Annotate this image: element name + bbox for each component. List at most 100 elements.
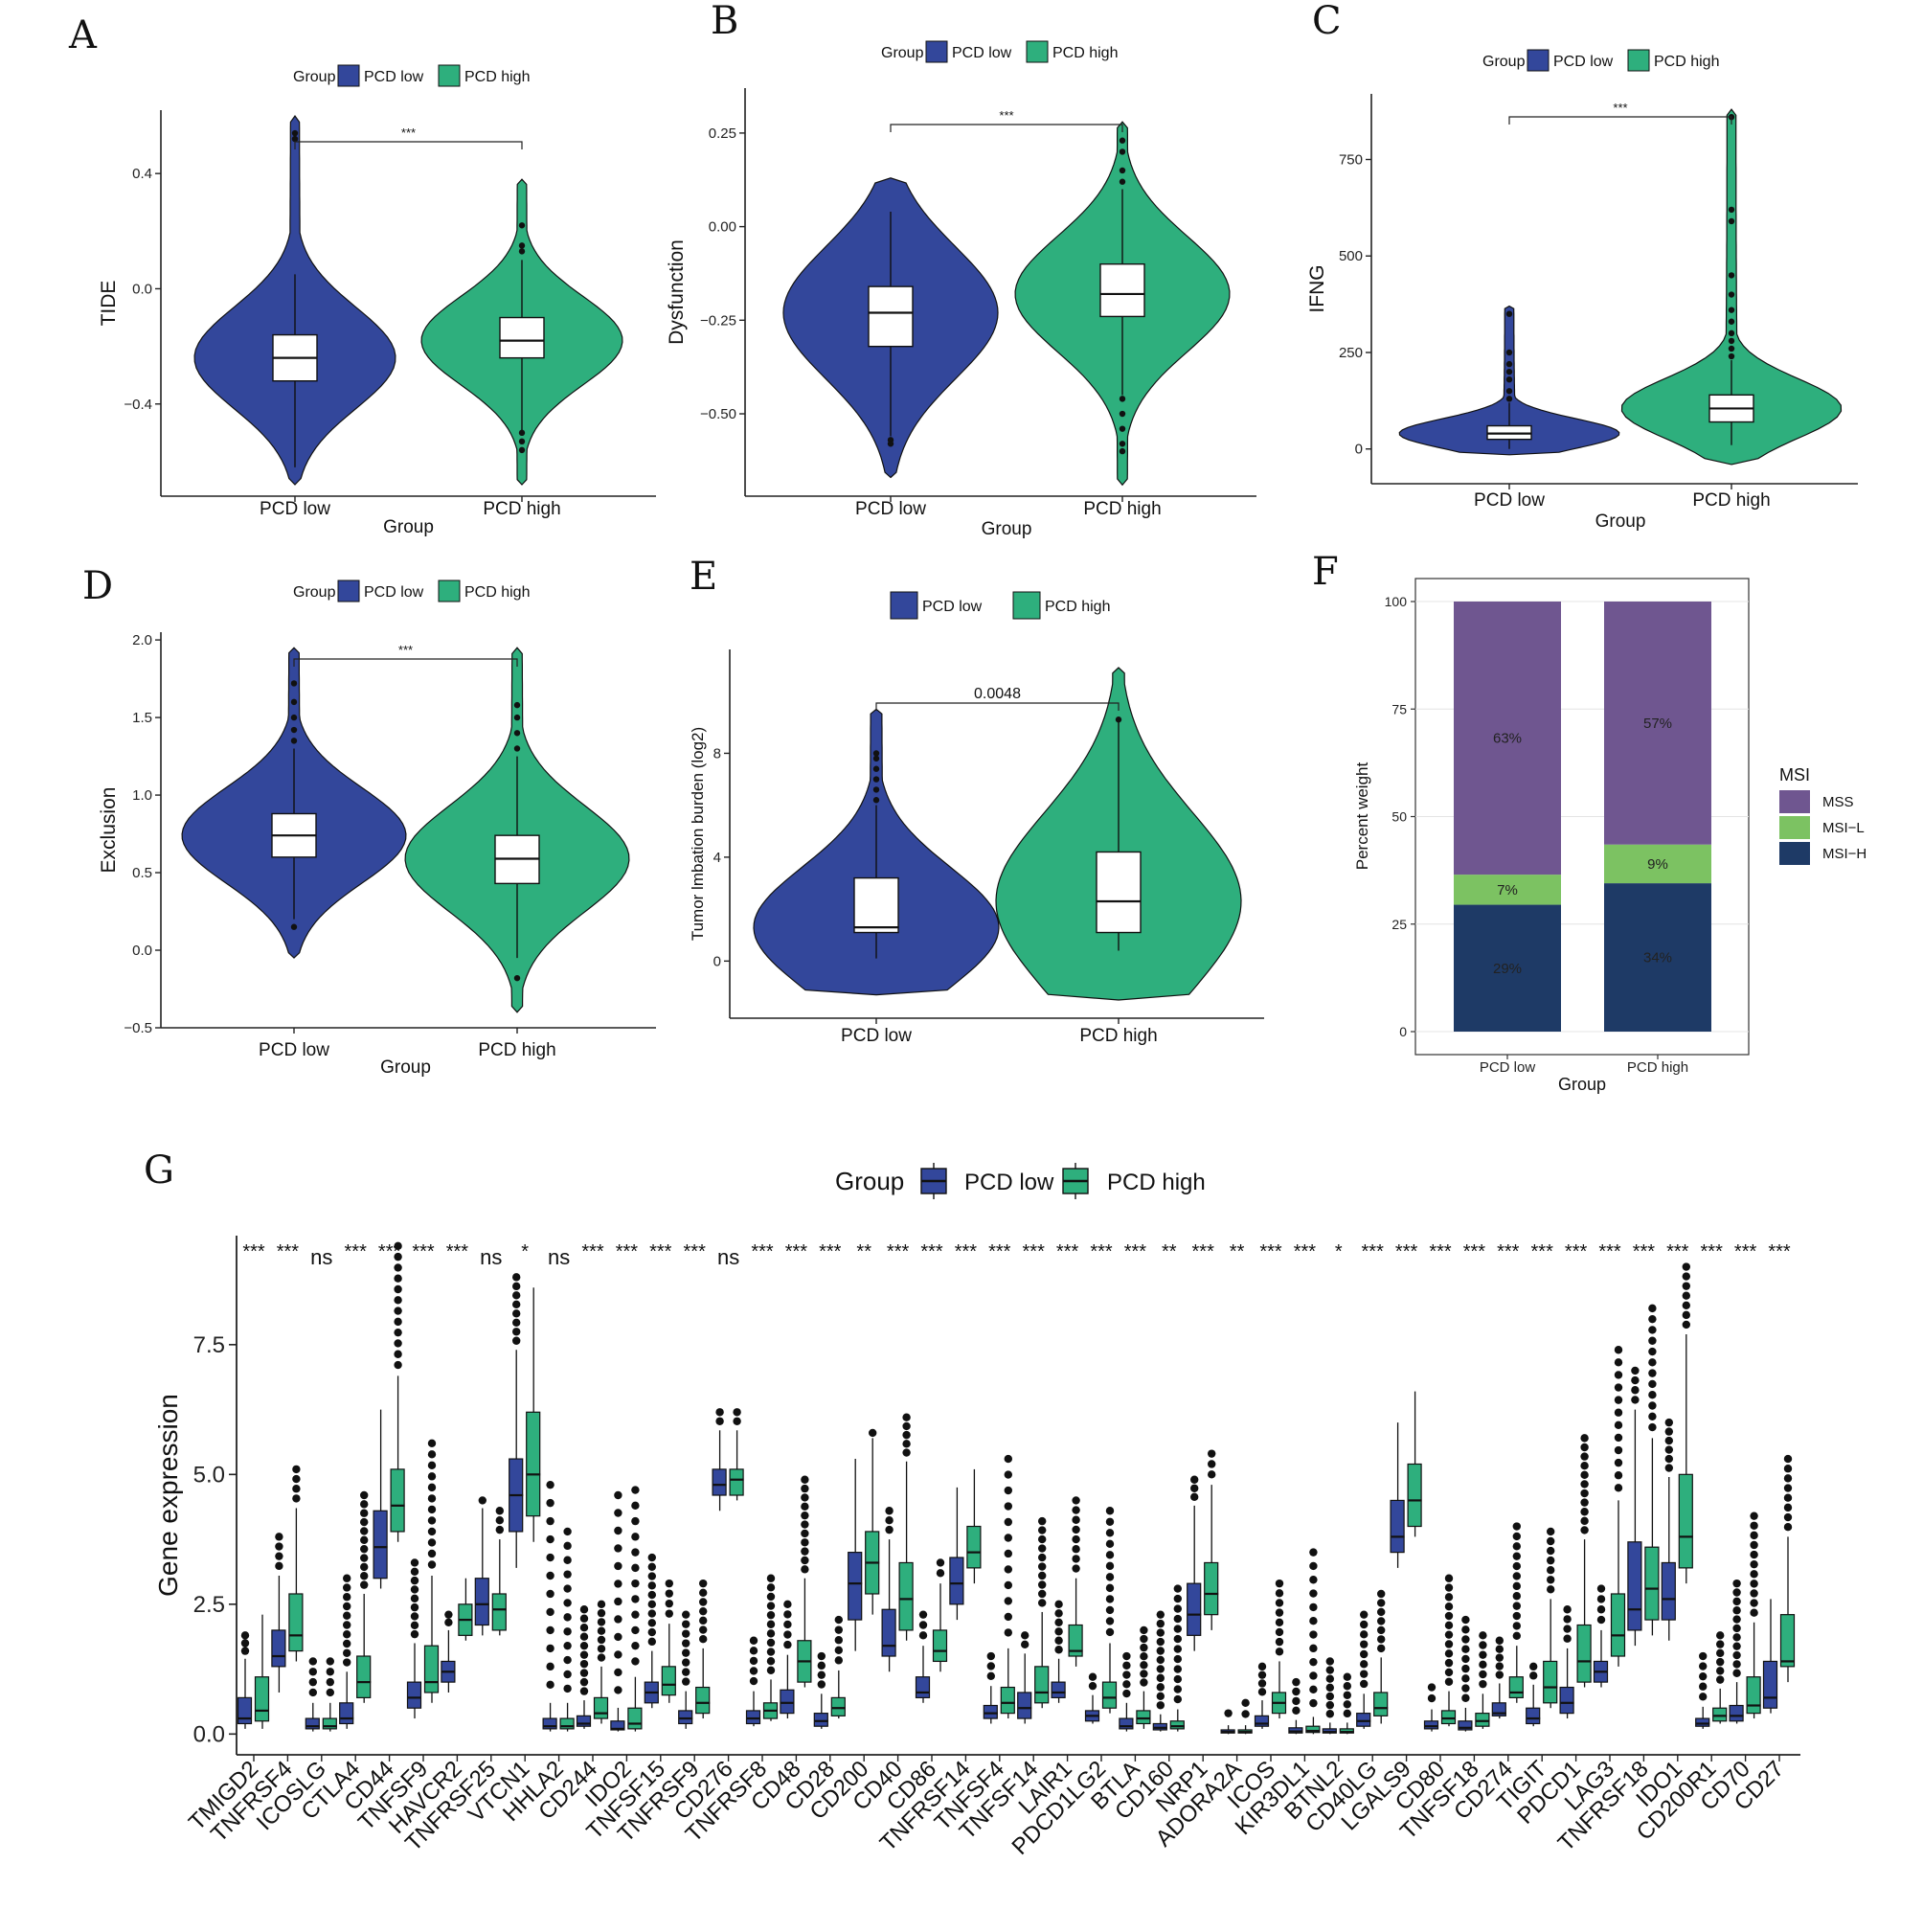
legend-title: Group: [293, 584, 336, 601]
outlier-point: [1156, 1619, 1165, 1628]
outlier-point: [1614, 1421, 1623, 1430]
y-tick-label: 0: [1355, 442, 1363, 458]
outlier-point: [1140, 1625, 1148, 1635]
outlier-point: [518, 438, 526, 445]
outlier-point: [699, 1588, 708, 1598]
outlier-point: [1783, 1503, 1793, 1512]
y-tick-label: 1.5: [132, 710, 152, 726]
outlier-point: [801, 1529, 809, 1538]
outlier-point: [647, 1581, 656, 1590]
outlier-point: [665, 1609, 673, 1618]
outlier-point: [394, 1241, 402, 1251]
outlier-point: [1173, 1604, 1183, 1613]
outlier-point: [801, 1475, 809, 1484]
outlier-point: [512, 1328, 521, 1336]
outlier-point: [1699, 1693, 1708, 1701]
y-tick-label: −0.4: [124, 397, 152, 413]
outlier-point: [1377, 1635, 1386, 1644]
outlier-point: [1631, 1366, 1640, 1375]
outlier-point: [817, 1661, 826, 1671]
outlier-point: [665, 1579, 673, 1588]
outlier-point: [715, 1417, 724, 1425]
outlier-point: [343, 1583, 351, 1592]
outlier-point: [1444, 1574, 1454, 1582]
outlier-point: [1072, 1534, 1080, 1544]
y-tick-label: 500: [1339, 248, 1363, 264]
outlier-point: [1173, 1584, 1183, 1593]
outlier-point: [579, 1669, 589, 1677]
outlier-point: [682, 1677, 690, 1686]
box-pcd-low: [1423, 1720, 1439, 1730]
outlier-point: [1292, 1687, 1301, 1696]
outlier-point: [1292, 1706, 1301, 1715]
outlier-point: [394, 1263, 402, 1272]
outlier-point: [1461, 1684, 1470, 1693]
box-pcd-high: [559, 1717, 575, 1730]
outlier-point: [1343, 1682, 1352, 1691]
significance-label: ***: [1666, 1241, 1689, 1262]
box-pcd-high: [1746, 1676, 1761, 1715]
outlier-point: [1505, 396, 1513, 402]
outlier-point: [343, 1658, 351, 1667]
y-tick-label: 250: [1339, 345, 1363, 361]
outlier-point: [1783, 1493, 1793, 1502]
outlier-point: [1241, 1698, 1250, 1708]
outlier-point: [872, 797, 880, 804]
box-pcd-low: [780, 1689, 795, 1715]
outlier-point: [614, 1615, 622, 1624]
box-pcd-low: [1254, 1715, 1270, 1727]
outlier-point: [936, 1558, 945, 1567]
outlier-point: [1648, 1314, 1657, 1324]
outlier-point: [1275, 1589, 1284, 1598]
outlier-point: [902, 1448, 911, 1457]
panel-letter-c: C: [1312, 0, 1342, 43]
x-axis-title: Group: [982, 519, 1032, 539]
box-pcd-low: [1526, 1707, 1541, 1725]
outlier-point: [1004, 1502, 1013, 1511]
outlier-point: [682, 1610, 690, 1619]
outlier-point: [1461, 1645, 1470, 1653]
outlier-point: [410, 1629, 419, 1639]
outlier-point: [444, 1610, 453, 1619]
outlier-point: [614, 1650, 622, 1659]
outlier-point: [1750, 1608, 1758, 1617]
outlier-point: [834, 1646, 843, 1654]
outlier-point: [834, 1636, 843, 1645]
outlier-point: [478, 1496, 486, 1505]
outlier-point: [1156, 1692, 1165, 1701]
outlier-point: [733, 1408, 741, 1417]
outlier-point: [360, 1535, 369, 1545]
outlier-point: [1119, 396, 1126, 402]
outlier-point: [1631, 1396, 1640, 1404]
outlier-point: [546, 1644, 554, 1653]
significance-label: ***: [345, 1241, 368, 1262]
outlier-point: [631, 1516, 640, 1526]
outlier-point: [410, 1602, 419, 1612]
outlier-point: [1360, 1660, 1369, 1669]
outlier-point: [1614, 1471, 1623, 1480]
outlier-point: [579, 1650, 589, 1659]
outlier-point: [1461, 1664, 1470, 1673]
outlier-point: [1479, 1650, 1487, 1659]
outlier-point: [410, 1567, 419, 1576]
significance-label: ***: [401, 125, 416, 140]
outlier-point: [1728, 291, 1735, 298]
outlier-point: [801, 1556, 809, 1565]
outlier-point: [1275, 1627, 1284, 1637]
outlier-point: [563, 1570, 572, 1579]
outlier-point: [512, 1309, 521, 1318]
outlier-point: [563, 1641, 572, 1650]
outlier-point: [1119, 410, 1126, 418]
outlier-point: [1038, 1544, 1047, 1553]
outlier-point: [1208, 1470, 1216, 1479]
legend-title: Group: [881, 45, 924, 61]
outlier-point: [1038, 1562, 1047, 1571]
outlier-point: [1309, 1657, 1318, 1667]
bar-percent-label: 9%: [1647, 856, 1668, 873]
outlier-point: [1173, 1645, 1183, 1653]
significance-label: ***: [1056, 1241, 1079, 1262]
outlier-point: [1461, 1615, 1470, 1625]
outlier-point: [647, 1553, 656, 1562]
outlier-point: [783, 1600, 792, 1609]
bar-segment-mss: [1454, 602, 1561, 875]
